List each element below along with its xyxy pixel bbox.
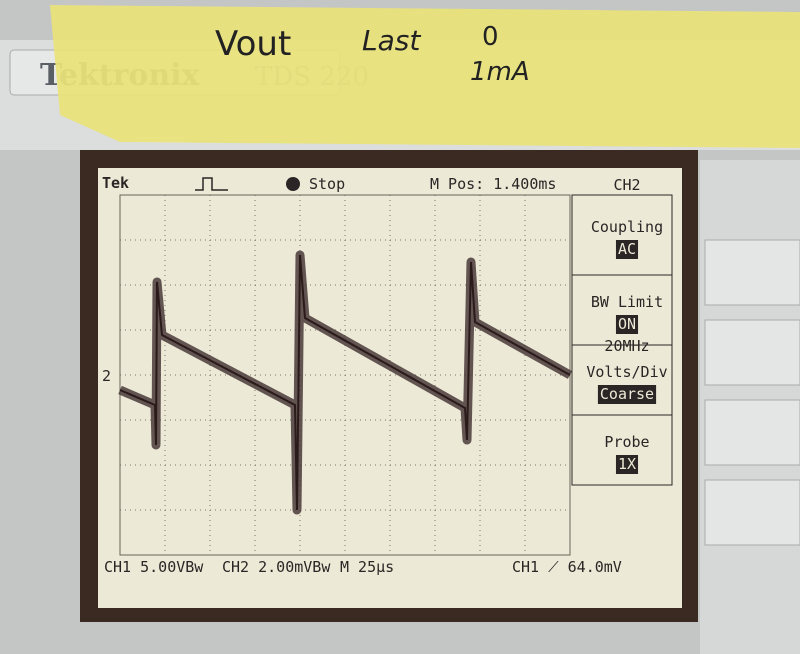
logo: Tek: [102, 174, 129, 192]
menu-value: AC: [618, 240, 636, 258]
waveform-core: [119, 254, 571, 511]
menu-value-bg: [597, 385, 657, 404]
menu-label: Volts/Div: [586, 363, 667, 381]
trigger-icon: [195, 177, 228, 191]
graticule: [120, 195, 570, 555]
button[interactable]: [704, 479, 800, 546]
menu-value: ON: [618, 315, 636, 333]
menu: [571, 194, 673, 486]
menu-extra: 20MHz: [604, 337, 649, 355]
footer-ch1: CH1 5.00VBw: [104, 558, 204, 576]
tape-note: 0: [482, 22, 499, 52]
position: M Pos: 1.400ms: [430, 175, 556, 193]
menu-value-bg: [615, 315, 639, 334]
menu-value-bg: [615, 455, 639, 474]
footer-ch2: CH2 2.00mVBw: [222, 558, 331, 576]
menu-value: Coarse: [600, 385, 654, 403]
tape-note: 1mA: [470, 57, 530, 87]
tape-note: Vout: [215, 24, 291, 64]
tape-note: Last: [362, 24, 421, 57]
button[interactable]: [704, 399, 800, 466]
menu-label: Probe: [604, 433, 649, 451]
menu-items: Coupling AC BW Limit ON 20MHz Volts/Div Coarse…: [586, 218, 668, 474]
menu-value: 1X: [618, 455, 636, 473]
menu-title: CH2: [613, 176, 640, 194]
menu-dividers: [572, 274, 672, 416]
footer-trigger: CH1 ⟋ 64.0mV: [512, 558, 622, 576]
channel-marker: 2: [102, 367, 111, 385]
button[interactable]: [704, 319, 800, 386]
run-state: Stop: [309, 175, 345, 193]
stop-dot: [286, 177, 300, 191]
screen: [98, 168, 682, 608]
menu-label: BW Limit: [591, 293, 663, 311]
tape: [50, 5, 800, 148]
menu-label: Coupling: [591, 218, 663, 236]
button[interactable]: [704, 239, 800, 306]
footer-timebase: M 25µs: [340, 558, 394, 576]
menu-value-bg: [615, 240, 639, 259]
